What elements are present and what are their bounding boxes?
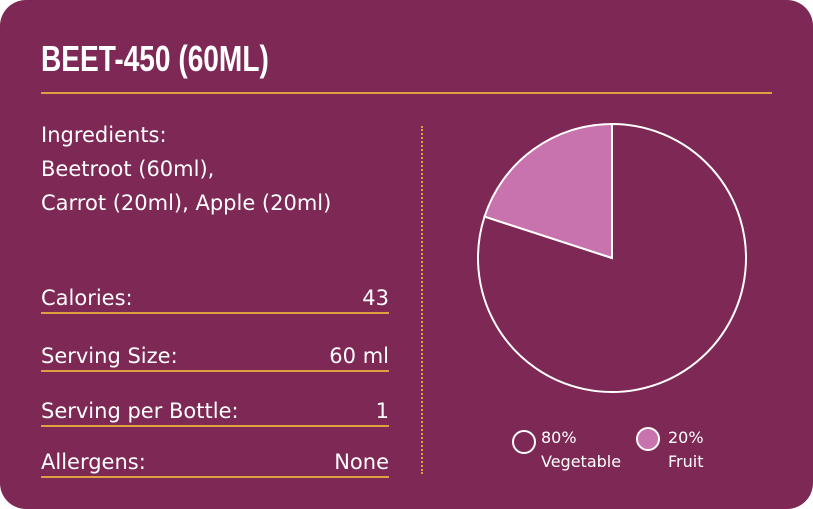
ingredients-line: Beetroot (60ml),: [41, 157, 215, 181]
divider: [41, 92, 772, 94]
legend-vegetable: 80% Vegetable: [541, 426, 621, 474]
fact-row-allergens: Allergens: None: [41, 444, 389, 478]
legend-percent: 20%: [668, 428, 704, 447]
fact-label: Calories:: [41, 286, 133, 310]
legend-percent: 80%: [541, 428, 577, 447]
legend-swatch-fruit: [636, 427, 660, 451]
fact-label: Serving Size:: [41, 344, 178, 368]
legend-name: Vegetable: [541, 452, 622, 471]
ingredients-label: Ingredients:: [41, 123, 167, 147]
fact-row-serving-per-bottle: Serving per Bottle: 1: [41, 393, 389, 427]
fact-row-serving-size: Serving Size: 60 ml: [41, 338, 389, 372]
ingredients: Ingredients: Beetroot (60ml), Carrot (20…: [41, 118, 331, 220]
pie-slice-fruit: [483, 122, 613, 260]
legend-fruit: 20% Fruit: [668, 426, 704, 474]
fact-row-calories: Calories: 43: [41, 280, 389, 314]
fact-label: Serving per Bottle:: [41, 399, 239, 423]
fact-value: 1: [375, 399, 389, 423]
legend-swatch-vegetable: [512, 430, 536, 454]
legend-name: Fruit: [668, 452, 704, 471]
product-title: BEET-450 (60ML): [41, 38, 269, 79]
ingredients-line: Carrot (20ml), Apple (20ml): [41, 191, 332, 215]
fact-value: 60 ml: [329, 344, 389, 368]
vertical-divider: [421, 126, 423, 474]
fact-value: 43: [362, 286, 389, 310]
fact-label: Allergens:: [41, 450, 146, 474]
fact-value: None: [334, 450, 389, 474]
